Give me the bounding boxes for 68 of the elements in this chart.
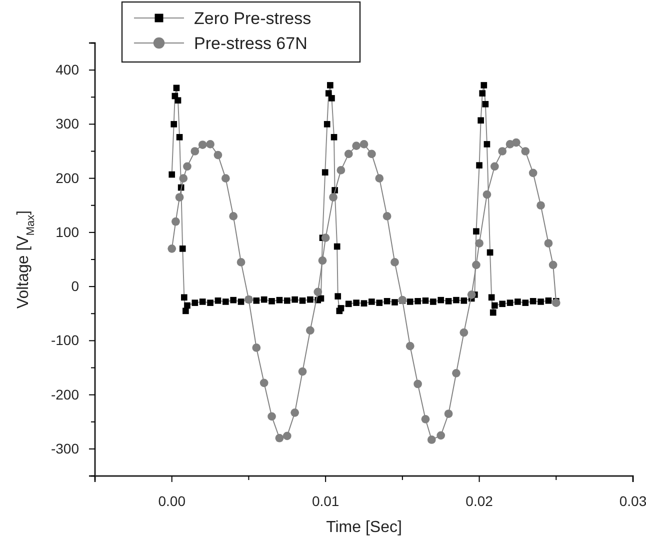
y-tick-label: -200 — [50, 386, 80, 402]
point — [444, 410, 453, 418]
point — [414, 380, 422, 388]
point — [548, 260, 558, 270]
point — [482, 190, 492, 199]
y-tick-label: -300 — [50, 440, 80, 456]
y-tick-label: 300 — [56, 116, 80, 132]
point — [452, 368, 460, 378]
point — [236, 258, 246, 266]
point — [314, 288, 322, 296]
x-tick-label: 0.03 — [619, 492, 646, 509]
point — [206, 140, 214, 148]
point — [268, 412, 276, 421]
point — [183, 162, 192, 171]
y-tick-label: 400 — [56, 62, 80, 78]
point — [390, 258, 399, 266]
point — [306, 326, 314, 335]
point — [214, 150, 222, 160]
point — [475, 239, 484, 248]
point — [282, 432, 292, 440]
point — [275, 434, 284, 442]
point — [382, 212, 392, 220]
point — [298, 367, 307, 376]
legend-label: Pre-stress 67N — [194, 34, 308, 53]
point — [329, 193, 338, 202]
y-tick-label: -100 — [50, 332, 80, 348]
point — [375, 174, 384, 182]
point — [175, 193, 184, 202]
point — [221, 174, 230, 182]
y-tick-label: 200 — [56, 170, 80, 186]
point — [179, 174, 188, 182]
point — [198, 140, 207, 149]
point — [528, 168, 538, 178]
point — [467, 290, 476, 299]
x-tick-label: 0.02 — [466, 492, 494, 509]
point — [512, 138, 520, 147]
point — [344, 150, 353, 158]
point — [406, 342, 414, 350]
y-tick-label: 0 — [71, 278, 80, 294]
point — [536, 201, 545, 210]
point — [318, 256, 327, 265]
point — [472, 260, 480, 270]
point — [436, 431, 446, 440]
point — [427, 436, 436, 444]
point — [190, 147, 200, 156]
point — [368, 150, 376, 158]
point — [168, 244, 176, 253]
point — [460, 328, 468, 337]
point — [229, 212, 238, 220]
point — [544, 239, 553, 248]
point — [360, 140, 368, 148]
point — [498, 147, 507, 156]
point — [290, 408, 300, 417]
point — [252, 344, 261, 352]
point — [552, 298, 560, 307]
point — [521, 147, 530, 156]
x-tick-label: 0.00 — [158, 492, 186, 509]
legend-label: Zero Pre-stress — [194, 9, 312, 28]
point — [421, 414, 430, 424]
point — [172, 217, 180, 226]
point — [352, 142, 360, 150]
point — [336, 166, 346, 174]
x-axis-title: Time [Sec] — [326, 519, 402, 536]
x-tick-label: 0.01 — [312, 492, 340, 509]
point — [321, 234, 330, 242]
point — [260, 378, 268, 388]
y-tick-label: 100 — [56, 224, 80, 240]
point — [490, 162, 499, 171]
